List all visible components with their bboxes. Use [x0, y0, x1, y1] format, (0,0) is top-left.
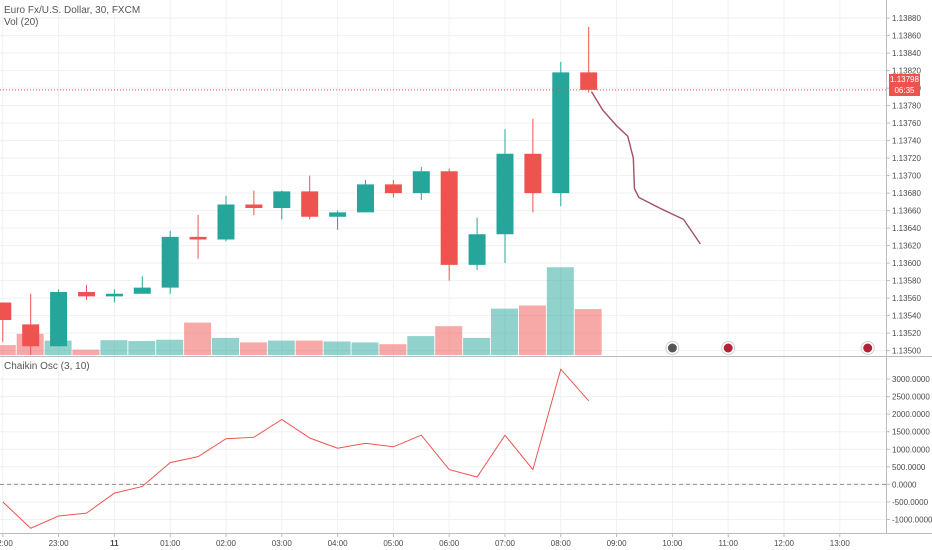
- candle-body: [329, 212, 347, 217]
- time-tick-label: 13:00: [830, 539, 851, 548]
- candle-body: [217, 204, 235, 240]
- volume-bar: [0, 345, 16, 355]
- price-tick-label: 1.13660: [892, 207, 921, 216]
- forecast-line: [590, 91, 701, 245]
- candle-body: [0, 302, 12, 320]
- candle-body: [580, 72, 598, 90]
- osc-tick-label: 2500.0000: [892, 393, 930, 402]
- price-tick-label: 1.13740: [892, 137, 921, 146]
- volume-bar: [267, 340, 295, 355]
- time-tick-label: 05:00: [383, 539, 404, 548]
- oscillator-legend-title: Chaikin Osc (3, 10): [4, 361, 90, 372]
- volume-bar: [128, 341, 156, 355]
- volume-bar: [239, 342, 267, 355]
- candle-body: [133, 287, 151, 294]
- volume-bar: [379, 344, 407, 355]
- volume-bar: [518, 305, 546, 355]
- price-tick-label: 1.13520: [892, 329, 921, 338]
- time-tick-label: 09:00: [607, 539, 628, 548]
- price-tick-label: 1.13780: [892, 102, 921, 111]
- candle-body: [552, 72, 570, 194]
- volume-bar: [211, 337, 239, 355]
- price-tick-label: 1.13760: [892, 119, 921, 128]
- volume-bar: [546, 267, 574, 355]
- osc-tick-label: 3000.0000: [892, 375, 930, 384]
- time-tick-label: 11:00: [718, 539, 738, 548]
- time-tick-label: 06:00: [439, 539, 460, 548]
- time-tick-label: 11: [110, 539, 119, 548]
- candle-body: [105, 293, 123, 297]
- osc-tick-label: 1000.0000: [892, 445, 930, 454]
- price-tick-label: 1.13880: [892, 14, 921, 23]
- volume-legend-label: Vol (20): [4, 17, 39, 28]
- bar-countdown-badge: 06:35: [889, 85, 920, 96]
- price-tick-label: 1.13580: [892, 277, 921, 286]
- candle-body: [496, 153, 514, 235]
- candle-body: [273, 191, 291, 208]
- price-tick-label: 1.13840: [892, 49, 921, 58]
- last-price-badge: 1.13798: [889, 74, 920, 85]
- price-tick-label: 1.13620: [892, 242, 921, 251]
- price-tick-label: 1.13640: [892, 224, 921, 233]
- time-tick-label: 12:00: [774, 539, 795, 548]
- time-tick-label: 04:00: [328, 539, 349, 548]
- candle-body: [524, 153, 542, 194]
- osc-tick-label: 0.0000: [892, 480, 917, 489]
- volume-bar: [574, 309, 602, 355]
- us-flag-icon-fill: [863, 343, 873, 353]
- time-tick-label: 01:00: [160, 539, 181, 548]
- volume-bar: [184, 322, 212, 355]
- time-tick-label: 02:00: [216, 539, 237, 548]
- candle-body: [77, 292, 95, 297]
- time-tick-label: 03:00: [272, 539, 293, 548]
- price-tick-label: 1.13700: [892, 172, 921, 181]
- chaikin-osc-line: [2, 368, 590, 529]
- price-tick-label: 1.13720: [892, 154, 921, 163]
- volume-bar: [463, 337, 491, 355]
- time-tick-label: 23:00: [49, 539, 70, 548]
- candle-body: [50, 292, 68, 347]
- candle-body: [22, 324, 40, 347]
- osc-tick-label: 2000.0000: [892, 410, 930, 419]
- volume-bar: [295, 340, 323, 355]
- price-tick-label: 1.13540: [892, 312, 921, 321]
- main-legend-title: Euro Fx/U.S. Dollar, 30, FXCM: [4, 5, 141, 16]
- candle-body: [301, 191, 319, 217]
- price-tick-label: 1.13680: [892, 189, 921, 198]
- osc-tick-label: 500.0000: [892, 463, 926, 472]
- volume-bar: [435, 326, 463, 355]
- calendar-event-icon-fill: [667, 343, 677, 353]
- time-tick-label: 08:00: [551, 539, 572, 548]
- volume-bar: [100, 340, 128, 355]
- us-flag-icon-fill: [723, 343, 733, 353]
- volume-bar: [407, 336, 435, 355]
- candle-body: [468, 234, 486, 265]
- volume-bar: [351, 342, 379, 355]
- price-tick-label: 1.13820: [892, 67, 921, 76]
- price-tick-label: 1.13860: [892, 32, 921, 41]
- volume-bar: [156, 339, 184, 355]
- price-tick-label: 1.13500: [892, 347, 921, 356]
- candle-body: [440, 171, 458, 265]
- time-tick-label: 07:00: [495, 539, 516, 548]
- osc-tick-label: -1000.0000: [892, 515, 932, 524]
- time-tick-label: 10:00: [662, 539, 683, 548]
- volume-bar: [72, 349, 100, 355]
- candle-body: [189, 236, 207, 240]
- volume-bar: [490, 308, 518, 355]
- osc-tick-label: -500.0000: [892, 498, 929, 507]
- time-tick-label: 22:00: [0, 539, 13, 548]
- volume-bar: [323, 341, 351, 355]
- candle-body: [161, 236, 179, 288]
- candle-body: [412, 171, 430, 194]
- candle-body: [245, 204, 263, 208]
- osc-tick-label: 1500.0000: [892, 428, 930, 437]
- candle-body: [384, 184, 402, 194]
- candle-body: [356, 184, 374, 213]
- price-tick-label: 1.13560: [892, 294, 921, 303]
- price-tick-label: 1.13600: [892, 259, 921, 268]
